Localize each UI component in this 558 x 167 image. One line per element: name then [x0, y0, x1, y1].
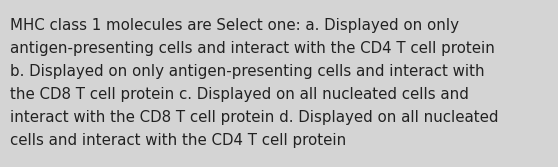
Text: b. Displayed on only antigen-presenting cells and interact with: b. Displayed on only antigen-presenting … — [10, 64, 485, 79]
Text: interact with the CD8 T cell protein d. Displayed on all nucleated: interact with the CD8 T cell protein d. … — [10, 110, 498, 125]
Text: the CD8 T cell protein c. Displayed on all nucleated cells and: the CD8 T cell protein c. Displayed on a… — [10, 87, 469, 102]
Text: antigen-presenting cells and interact with the CD4 T cell protein: antigen-presenting cells and interact wi… — [10, 41, 495, 56]
Text: MHC class 1 molecules are Select one: a. Displayed on only: MHC class 1 molecules are Select one: a.… — [10, 18, 459, 33]
Text: cells and interact with the CD4 T cell protein: cells and interact with the CD4 T cell p… — [10, 133, 347, 148]
